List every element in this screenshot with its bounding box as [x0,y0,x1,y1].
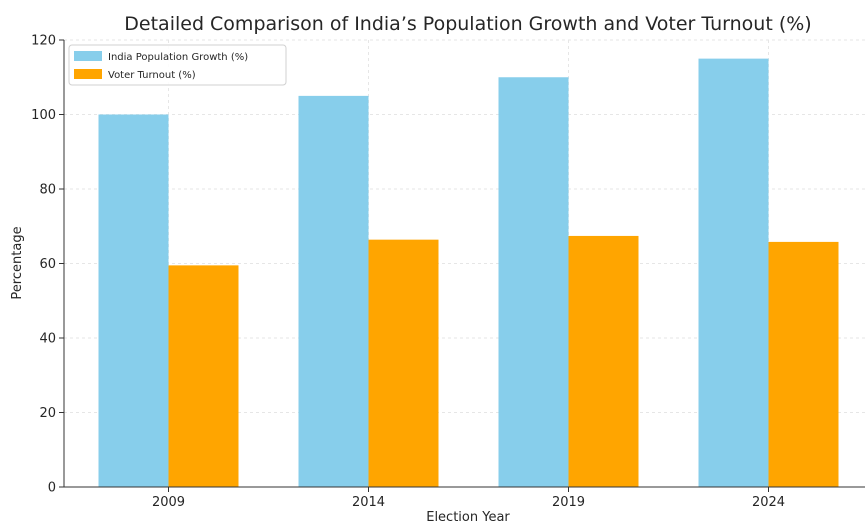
y-tick-label: 80 [39,183,56,198]
legend-label: India Population Growth (%) [108,52,248,63]
bars [98,58,839,487]
population-growth-bar-2019 [498,77,569,487]
chart-title: Detailed Comparison of India’s Populatio… [124,13,811,35]
x-tick-label: 2014 [352,495,385,510]
legend-label: Voter Turnout (%) [108,70,196,81]
x-tick-label: 2019 [552,495,585,510]
population-growth-bar-2014 [298,95,369,487]
y-tick-label: 120 [31,34,56,49]
x-tick-label: 2024 [752,495,785,510]
y-axis-label: Percentage [10,226,25,299]
voter-turnout-bar-2024 [768,241,839,487]
x-axis-label: Election Year [426,510,510,525]
legend-swatch [74,51,102,61]
population-growth-bar-2009 [98,114,169,487]
y-tick-label: 60 [39,257,56,272]
x-ticks: 2009 2014 2019 2024 [152,487,785,510]
voter-turnout-bar-2019 [568,235,639,487]
legend-swatch [74,69,102,79]
y-ticks: 0 20 40 60 80 100 120 [31,34,64,496]
y-tick-label: 0 [48,481,56,496]
legend-box [68,44,287,86]
voter-turnout-bar-2009 [168,265,239,487]
y-tick-label: 40 [39,332,56,347]
population-growth-bar-2024 [698,58,769,487]
x-tick-label: 2009 [152,495,185,510]
y-tick-label: 20 [39,406,56,421]
legend: India Population Growth (%) Voter Turnout… [68,44,287,86]
y-tick-label: 100 [31,108,56,123]
voter-turnout-bar-2014 [368,239,439,487]
